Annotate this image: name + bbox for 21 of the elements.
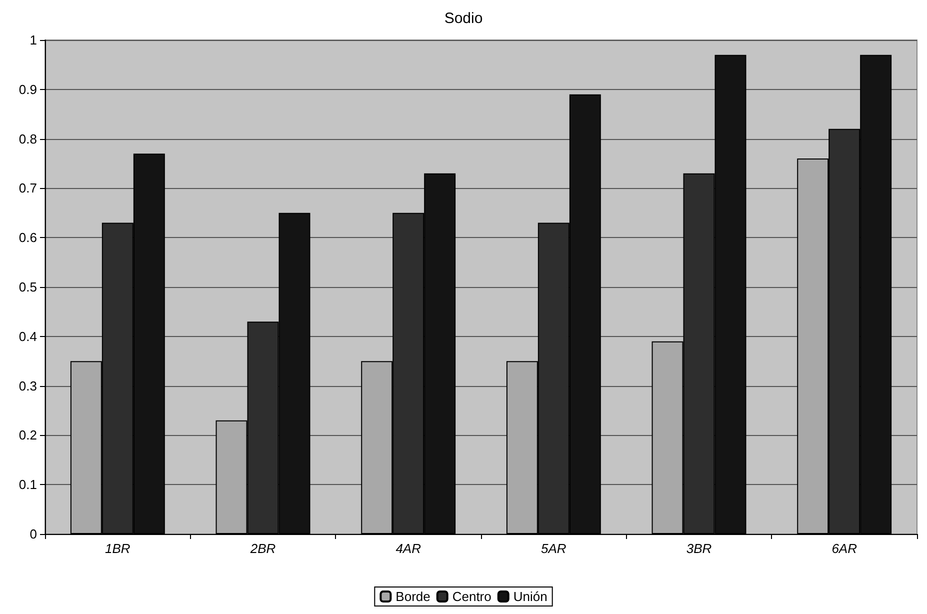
legend-label: Unión [513, 589, 548, 604]
y-tick-label: 0 [30, 526, 37, 542]
y-tick-label: 0.7 [18, 180, 37, 196]
y-tick-label: 0.8 [18, 131, 37, 146]
x-tick-label: 1BR [105, 541, 130, 556]
y-tick-label: 0.5 [18, 280, 37, 294]
y-tick-label: 0.9 [18, 82, 37, 97]
legend-label: Centro [452, 589, 492, 604]
x-tick-label: 3BR [686, 541, 712, 556]
y-tick-label: 0.4 [18, 328, 37, 344]
legend-label: Borde [396, 589, 430, 604]
y-tick-label: 0.1 [18, 477, 37, 492]
chart-title: Sodio [444, 10, 483, 27]
y-tick-label: 1 [30, 32, 37, 48]
x-tick-label: 5AR [541, 541, 566, 556]
y-tick-label: 0.6 [18, 230, 37, 246]
y-tick-label: 0.2 [18, 428, 37, 443]
x-tick-label: 2BR [249, 541, 276, 556]
y-tick-label: 0.3 [18, 378, 37, 394]
x-tick-label: 6AR [832, 541, 857, 556]
x-tick-label: 4AR [396, 541, 421, 556]
